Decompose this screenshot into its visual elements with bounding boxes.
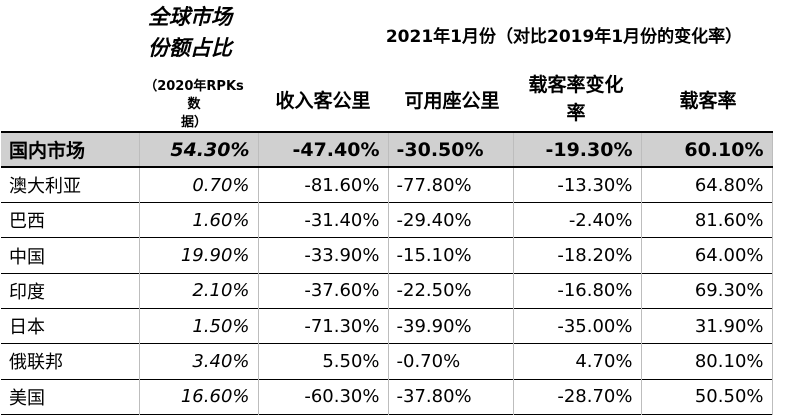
ask-change: -30.50% bbox=[388, 132, 514, 168]
share-column-title: 全球市场 份额占比 bbox=[120, 2, 260, 64]
load-factor-change: -18.20% bbox=[513, 237, 642, 274]
table-row: 印度 2.10% -37.60% -22.50% -16.80% 69.30% bbox=[1, 273, 773, 309]
load-factor-change: -35.00% bbox=[513, 308, 642, 344]
rpk-change: -31.40% bbox=[258, 202, 389, 238]
lf-change-header-line2: 率 bbox=[566, 102, 586, 124]
load-factor: 31.90% bbox=[641, 308, 773, 344]
load-factor-change: -2.40% bbox=[513, 202, 642, 238]
load-factor: 81.60% bbox=[641, 202, 773, 238]
load-factor-change-column-header: 载客率变化 率 bbox=[512, 71, 640, 127]
share-title-line1: 全球市场 bbox=[148, 5, 232, 29]
market-table: 国内市场 54.30% -47.40% -30.50% -19.30% 60.1… bbox=[1, 131, 773, 415]
market-share: 19.90% bbox=[139, 237, 259, 274]
load-factor: 69.30% bbox=[641, 273, 773, 309]
load-factor-change: 4.70% bbox=[513, 343, 642, 380]
table-row: 澳大利亚 0.70% -81.60% -77.80% -13.30% 64.80… bbox=[1, 167, 773, 203]
rpk-change: -33.90% bbox=[258, 237, 389, 274]
market-share: 0.70% bbox=[139, 167, 259, 203]
ask-change: -0.70% bbox=[388, 343, 514, 380]
share-title-line2: 份额占比 bbox=[148, 36, 232, 60]
load-factor: 80.10% bbox=[641, 343, 773, 380]
market-share: 1.60% bbox=[139, 202, 259, 238]
rpk-change: -71.30% bbox=[258, 308, 389, 344]
table-row: 中国 19.90% -33.90% -15.10% -18.20% 64.00% bbox=[1, 237, 773, 274]
rpk-change: -81.60% bbox=[258, 167, 389, 203]
lf-change-header-line1: 载客率变化 bbox=[528, 74, 624, 96]
load-factor: 64.00% bbox=[641, 237, 773, 274]
table-row: 巴西 1.60% -31.40% -29.40% -2.40% 81.60% bbox=[1, 202, 773, 238]
market-name: 澳大利亚 bbox=[1, 167, 140, 203]
market-share: 3.40% bbox=[139, 343, 259, 380]
ask-change: -29.40% bbox=[388, 202, 514, 238]
market-share: 2.10% bbox=[139, 273, 259, 309]
share-column-note: （2020年RPKs数 据） bbox=[140, 78, 248, 132]
ask-column-header: 可用座公里 bbox=[404, 90, 500, 112]
load-factor: 60.10% bbox=[641, 132, 773, 168]
ask-change: -15.10% bbox=[388, 237, 514, 274]
period-title: 2021年1月份（对比2019年1月份的变化率） bbox=[385, 27, 743, 47]
rpk-change: -47.40% bbox=[258, 132, 389, 168]
market-name: 中国 bbox=[1, 237, 140, 274]
table-header: 全球市场 份额占比 （2020年RPKs数 据） 2021年1月份（对比2019… bbox=[0, 0, 795, 130]
ask-change: -39.90% bbox=[388, 308, 514, 344]
load-factor-change: -13.30% bbox=[513, 167, 642, 203]
market-name: 美国 bbox=[1, 379, 140, 415]
load-factor-change: -19.30% bbox=[513, 132, 642, 168]
market-share: 1.50% bbox=[139, 308, 259, 344]
market-name: 日本 bbox=[1, 308, 140, 344]
table-row: 美国 16.60% -60.30% -37.80% -28.70% 50.50% bbox=[1, 379, 773, 415]
rpk-change: -60.30% bbox=[258, 379, 389, 415]
rpk-column-header: 收入客公里 bbox=[275, 90, 371, 112]
share-note-line2: 据） bbox=[180, 115, 207, 130]
market-name: 巴西 bbox=[1, 202, 140, 238]
load-factor-column-header: 载客率 bbox=[679, 90, 737, 112]
share-note-line1: （2020年RPKs数 bbox=[144, 79, 244, 112]
market-name: 俄联邦 bbox=[1, 343, 140, 380]
load-factor: 64.80% bbox=[641, 167, 773, 203]
market-share: 54.30% bbox=[139, 132, 259, 168]
market-name: 印度 bbox=[1, 273, 140, 309]
table-row: 日本 1.50% -71.30% -39.90% -35.00% 31.90% bbox=[1, 308, 773, 344]
load-factor-change: -16.80% bbox=[513, 273, 642, 309]
market-share: 16.60% bbox=[139, 379, 259, 415]
ask-change: -77.80% bbox=[388, 167, 514, 203]
table-row: 国内市场 54.30% -47.40% -30.50% -19.30% 60.1… bbox=[1, 132, 773, 168]
table-row: 俄联邦 3.40% 5.50% -0.70% 4.70% 80.10% bbox=[1, 343, 773, 380]
load-factor-change: -28.70% bbox=[513, 379, 642, 415]
rpk-change: 5.50% bbox=[258, 343, 389, 380]
ask-change: -22.50% bbox=[388, 273, 514, 309]
load-factor: 50.50% bbox=[641, 379, 773, 415]
ask-change: -37.80% bbox=[388, 379, 514, 415]
market-name: 国内市场 bbox=[1, 132, 140, 168]
rpk-change: -37.60% bbox=[258, 273, 389, 309]
